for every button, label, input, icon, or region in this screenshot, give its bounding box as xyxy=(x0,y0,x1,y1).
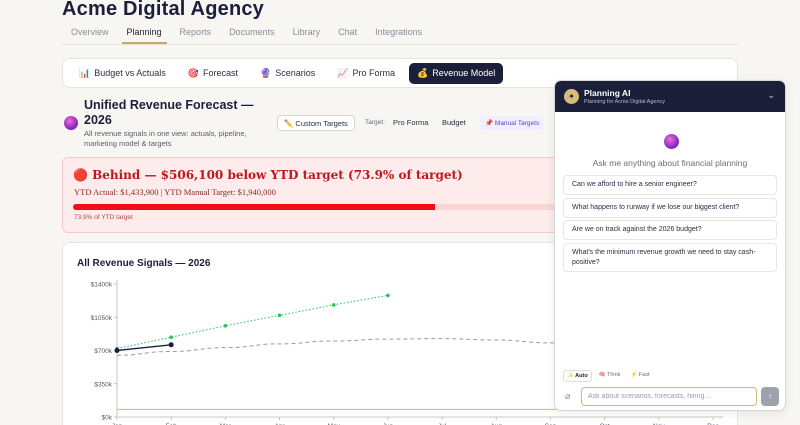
subtab-revenue-model[interactable]: 💰 Revenue Model xyxy=(408,62,504,84)
paperclip-icon[interactable]: ⌀ xyxy=(565,391,571,401)
alert-footer: 73.9% of YTD target xyxy=(74,214,133,221)
y-tick-label: $700k xyxy=(94,348,112,355)
series-point-0 xyxy=(114,348,120,353)
main-tabs: Overview Planning Reports Documents Libr… xyxy=(62,24,431,44)
series-point-1 xyxy=(331,303,336,307)
target-label: Target: xyxy=(365,119,385,126)
x-tick-label: Nov xyxy=(653,423,665,425)
send-button[interactable]: ↑ xyxy=(761,387,779,406)
series-point-1 xyxy=(223,324,228,328)
chart-up-icon: 📈 xyxy=(337,67,349,78)
alert-title: 🔴 Behind — $506,100 below YTD target (73… xyxy=(73,168,463,182)
app-title: Acme Digital Agency xyxy=(62,0,265,20)
y-tick-label: $1400k xyxy=(91,282,113,289)
subtab-forecast[interactable]: 🎯 Forecast xyxy=(180,63,246,84)
custom-targets-button[interactable]: ✏️ Custom Targets xyxy=(277,115,355,131)
mode-auto[interactable]: ✨ Auto xyxy=(563,370,592,382)
x-tick-label: Jun xyxy=(383,423,394,425)
money-bag-icon: 💰 xyxy=(416,67,429,78)
ai-panel-header: ✦ Planning AI Planning for Acme Digital … xyxy=(555,81,785,112)
chevron-down-icon[interactable]: ⌄ xyxy=(767,90,775,100)
x-tick-label: Aug xyxy=(490,423,502,425)
suggestion-chip[interactable]: What happens to runway if we lose our bi… xyxy=(563,198,777,218)
forecast-header: Unified Revenue Forecast — 2026 All reve… xyxy=(62,98,552,154)
mode-think[interactable]: 🧠 Think xyxy=(598,372,621,378)
x-tick-label: Feb xyxy=(166,423,178,425)
planning-ai-panel: ✦ Planning AI Planning for Acme Digital … xyxy=(554,80,786,411)
chart-title: All Revenue Signals — 2026 xyxy=(77,258,211,269)
lightbulb-icon: ✦ xyxy=(564,89,579,104)
y-tick-label: $0k xyxy=(102,415,113,422)
subtab-label: Forecast xyxy=(202,68,238,78)
globe-icon xyxy=(664,134,679,149)
tab-planning[interactable]: Planning xyxy=(118,24,171,44)
ai-body: Ask me anything about financial planning… xyxy=(555,112,785,365)
ytd-progress-bar xyxy=(73,204,563,210)
subtab-label: Revenue Model xyxy=(432,68,496,78)
y-tick-label: $350k xyxy=(94,381,112,388)
forecast-title: Unified Revenue Forecast — 2026 xyxy=(84,98,254,127)
subtab-label: Scenarios xyxy=(275,68,316,78)
ai-mode-row: ✨ Auto 🧠 Think ⚡ Fast xyxy=(563,370,653,382)
y-tick-label: $1050k xyxy=(91,315,113,322)
target-status-alert: 🔴 Behind — $506,100 below YTD target (73… xyxy=(62,157,563,233)
crystal-ball-icon: 🔮 xyxy=(260,67,272,78)
subtab-pro-forma[interactable]: 📈 Pro Forma xyxy=(329,63,403,84)
planning-subnav: 📊 Budget vs Actuals 🎯 Forecast 🔮 Scenari… xyxy=(62,58,738,88)
target-option-budget[interactable]: Budget xyxy=(442,118,466,127)
bar-chart-icon: 📊 xyxy=(79,67,91,78)
tab-overview[interactable]: Overview xyxy=(71,27,109,37)
series-point-0 xyxy=(168,342,174,348)
ai-chat-input[interactable] xyxy=(581,387,757,406)
suggestion-chip[interactable]: Can we afford to hire a senior engineer? xyxy=(563,175,777,195)
series-point-1 xyxy=(169,335,173,339)
tab-documents[interactable]: Documents xyxy=(229,27,275,37)
x-tick-label: Sep xyxy=(545,423,557,425)
series-point-1 xyxy=(277,313,282,318)
tab-chat[interactable]: Chat xyxy=(338,27,358,37)
x-tick-label: Dec xyxy=(707,423,719,425)
subtab-label: Pro Forma xyxy=(352,68,395,78)
tab-reports[interactable]: Reports xyxy=(179,27,212,37)
ytd-progress-fill xyxy=(73,204,436,210)
x-tick-label: Jan xyxy=(112,423,123,425)
x-tick-label: Oct xyxy=(600,423,610,425)
x-tick-label: Apr xyxy=(274,423,285,425)
x-tick-label: May xyxy=(328,423,341,425)
mode-fast[interactable]: ⚡ Fast xyxy=(630,372,650,378)
ai-title: Planning AI xyxy=(584,88,631,98)
globe-icon xyxy=(64,116,78,130)
series-point-1 xyxy=(386,293,390,298)
target-option-pro-forma[interactable]: Pro Forma xyxy=(393,118,429,127)
suggestion-chip[interactable]: What's the minimum revenue growth we nee… xyxy=(563,243,777,272)
ai-input-row: ⌀ ↑ xyxy=(563,387,779,406)
forecast-description: All revenue signals in one view: actuals… xyxy=(84,129,247,148)
ai-subtitle: Planning for Acme Digital Agency xyxy=(584,99,666,105)
target-option-manual[interactable]: 📌 Manual Targets xyxy=(480,116,545,130)
ai-prompt: Ask me anything about financial planning xyxy=(592,158,748,168)
x-tick-label: Mar xyxy=(220,423,232,425)
subtab-scenarios[interactable]: 🔮 Scenarios xyxy=(252,63,323,84)
tabs-divider xyxy=(62,44,738,45)
suggestion-chip[interactable]: Are we on track against the 2026 budget? xyxy=(563,220,777,240)
tab-library[interactable]: Library xyxy=(292,27,321,37)
tab-integrations[interactable]: Integrations xyxy=(375,27,423,37)
subtab-budget-vs-actuals[interactable]: 📊 Budget vs Actuals xyxy=(71,63,174,84)
alert-subtitle: YTD Actual: $1,433,900 | YTD Manual Targ… xyxy=(74,187,276,197)
subtab-label: Budget vs Actuals xyxy=(94,68,166,78)
target-icon: 🎯 xyxy=(187,67,199,78)
x-tick-label: Jul xyxy=(438,423,447,425)
series-line-1 xyxy=(116,294,388,350)
series-line-0 xyxy=(116,344,172,352)
